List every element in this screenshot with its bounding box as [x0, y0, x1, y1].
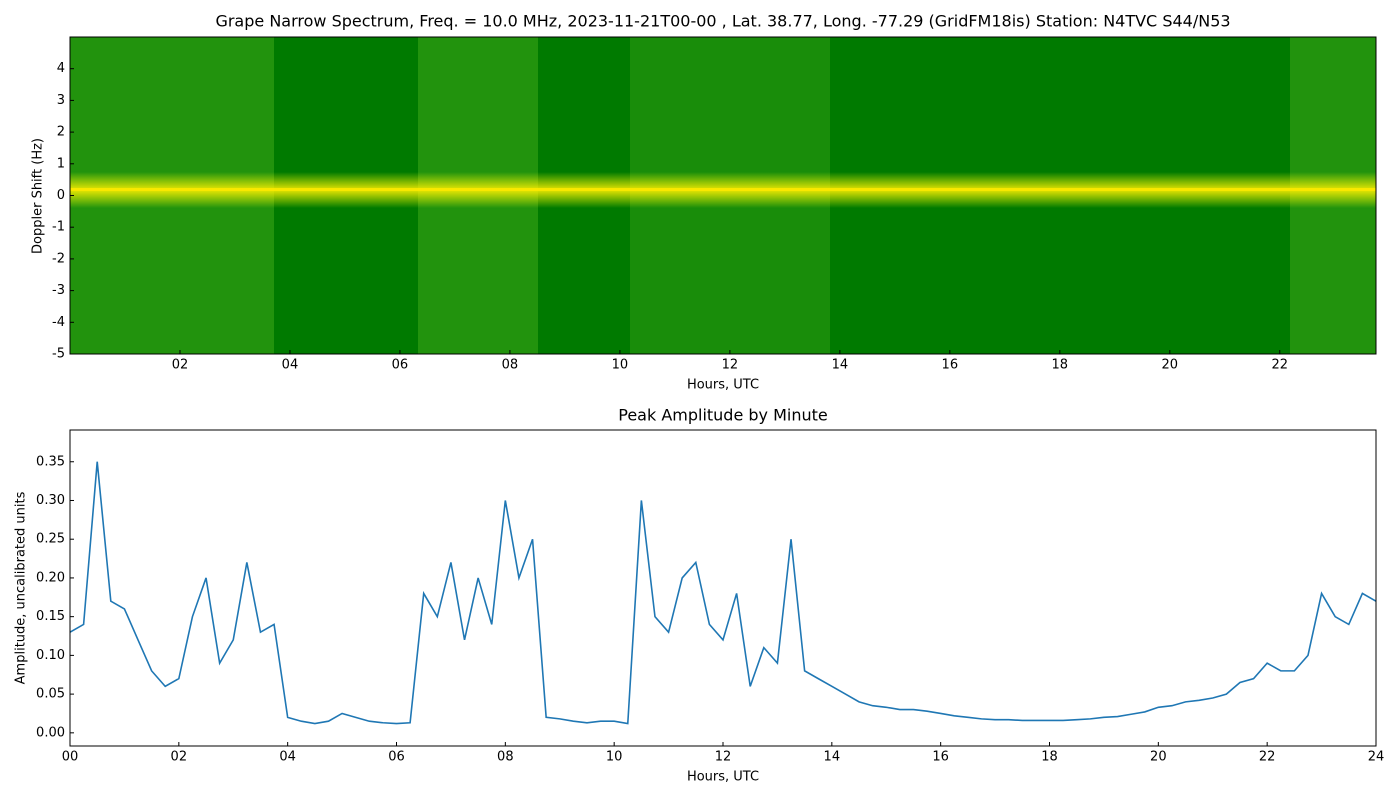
y-tick-label: 0.25	[36, 532, 65, 547]
y-tick-label: 0.30	[36, 493, 65, 508]
x-tick-label: 06	[388, 750, 405, 765]
x-tick-label: 22	[1271, 358, 1288, 373]
y-tick-label: -5	[52, 347, 65, 362]
line	[69, 461, 1377, 725]
x-tick-label: 02	[171, 750, 188, 765]
x-tick-label: 04	[282, 358, 299, 373]
x-tick-label: 10	[606, 750, 623, 765]
x-tick-label: 16	[942, 358, 959, 373]
y-tick-label: 0.15	[36, 609, 65, 624]
y-axis-label: Doppler Shift (Hz)	[31, 138, 46, 254]
x-tick-label: 14	[824, 750, 841, 765]
chart-title: Peak Amplitude by Minute	[618, 406, 828, 425]
y-tick-label: 0.05	[36, 687, 65, 702]
y-tick-label: -1	[52, 220, 65, 235]
x-axis-label: Hours, UTC	[687, 770, 759, 785]
y-tick-label: 0.00	[36, 725, 65, 740]
y-tick-label: -4	[52, 315, 65, 330]
x-tick-label: 02	[172, 358, 189, 373]
x-tick-label: 08	[502, 358, 519, 373]
x-tick-label: 14	[832, 358, 849, 373]
y-tick-label: -3	[52, 283, 65, 298]
x-tick-label: 18	[1041, 750, 1058, 765]
spectrogram-image	[70, 37, 1376, 354]
x-tick-label: 06	[392, 358, 409, 373]
y-tick-label: 0.10	[36, 648, 65, 663]
x-tick-label: 12	[722, 358, 739, 373]
y-tick-label: 1	[57, 156, 65, 171]
plot-frame	[69, 429, 1377, 747]
y-tick-label: 0.20	[36, 570, 65, 585]
y-tick-label: 4	[57, 61, 65, 76]
x-tick-label: 00	[62, 750, 79, 765]
y-tick-label: 0	[57, 188, 65, 203]
y-tick-label: 3	[57, 93, 65, 108]
x-tick-label: 18	[1052, 358, 1069, 373]
y-tick-label: 0.35	[36, 454, 65, 469]
y-axis-label: Amplitude, uncalibrated units	[14, 491, 29, 684]
y-tick-label: 2	[57, 125, 65, 140]
x-tick-label: 22	[1259, 750, 1276, 765]
x-tick-label: 12	[715, 750, 732, 765]
x-tick-label: 24	[1368, 750, 1385, 765]
y-tick-label: -2	[52, 251, 65, 266]
plot-frame	[69, 36, 1377, 355]
x-tick-label: 08	[497, 750, 514, 765]
chart-title: Grape Narrow Spectrum, Freq. = 10.0 MHz,…	[215, 12, 1230, 31]
x-tick-label: 20	[1162, 358, 1179, 373]
x-tick-label: 10	[612, 358, 629, 373]
x-tick-label: 04	[279, 750, 296, 765]
x-axis-label: Hours, UTC	[687, 378, 759, 393]
x-tick-label: 20	[1150, 750, 1167, 765]
x-tick-label: 16	[932, 750, 949, 765]
